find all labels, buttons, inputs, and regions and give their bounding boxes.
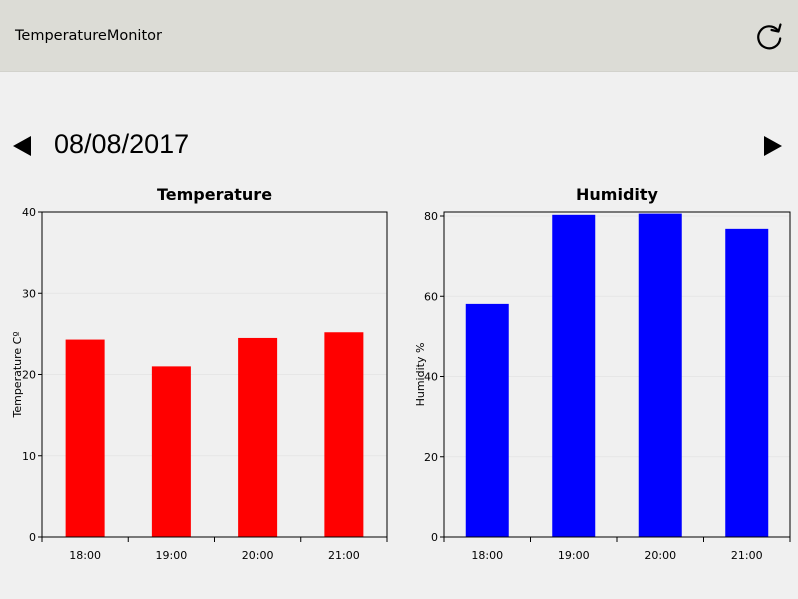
y-tick-label: 60: [424, 290, 438, 303]
x-tick-label: 21:00: [731, 549, 763, 562]
bar-1900: [552, 214, 596, 537]
next-day-button[interactable]: [762, 134, 784, 158]
chart-title: Temperature: [157, 185, 272, 204]
y-axis-label: Humidity %: [414, 343, 427, 407]
temperature-chart-svg: Temperature 0 10 20 30 40 18:00 19:00 20:00 21:00…: [11, 185, 388, 562]
humidity-chart-svg: Humidity 0 20 40 60 80 18:00 19:00 20:00 21:00 Hum…: [414, 185, 791, 562]
y-tick-label: 10: [22, 450, 36, 463]
y-tick-label: 40: [22, 206, 36, 219]
y-tick-label: 40: [424, 371, 438, 384]
bar-1900: [151, 366, 191, 537]
x-tick-label: 20:00: [644, 549, 676, 562]
y-tick-label: 30: [22, 287, 36, 300]
y-tick-label: 0: [29, 531, 36, 544]
bar-2000: [238, 337, 278, 537]
temperature-chart: Temperature 0 10 20 30 40 18:00 19:00 20:00 21:00…: [0, 178, 399, 568]
x-tick-label: 21:00: [328, 549, 360, 562]
triangle-right-icon: [764, 136, 782, 156]
current-date: 08/08/2017: [54, 129, 190, 159]
bar-2100: [725, 228, 769, 537]
title-bar: TemperatureMonitor: [0, 0, 798, 72]
y-tick-label: 20: [424, 451, 438, 464]
humidity-chart: Humidity 0 20 40 60 80 18:00 19:00 20:00 21:00 Hum…: [399, 178, 798, 568]
x-tick-label: 18:00: [471, 549, 503, 562]
y-tick-label: 20: [22, 369, 36, 382]
app-title: TemperatureMonitor: [15, 28, 162, 44]
chart-title: Humidity: [576, 185, 659, 204]
triangle-left-icon: [13, 136, 31, 156]
refresh-button[interactable]: [753, 19, 787, 53]
bar-2000: [638, 213, 682, 538]
y-axis-label: Temperature Cº: [11, 331, 24, 418]
x-tick-label: 18:00: [69, 549, 101, 562]
x-tick-label: 19:00: [558, 549, 590, 562]
bar-1800: [465, 303, 509, 537]
bar-2100: [324, 332, 364, 537]
x-tick-label: 19:00: [156, 549, 188, 562]
refresh-icon: [757, 23, 782, 50]
y-tick-label: 0: [431, 531, 438, 544]
previous-day-button[interactable]: [11, 134, 33, 158]
bar-1800: [65, 339, 105, 537]
y-tick-label: 80: [424, 210, 438, 223]
x-tick-label: 20:00: [242, 549, 274, 562]
